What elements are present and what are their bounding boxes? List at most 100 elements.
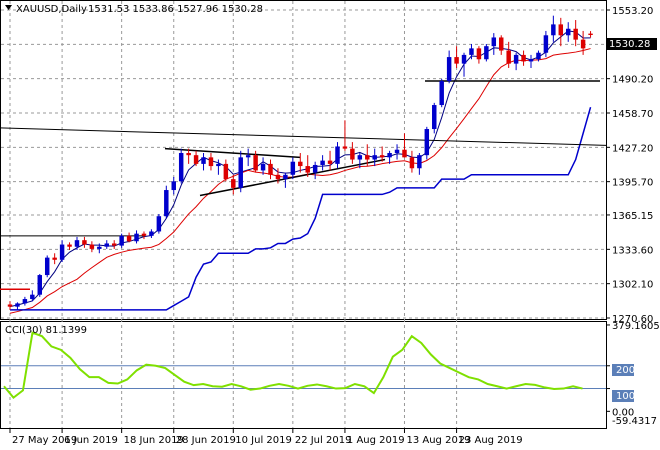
candle-body	[461, 54, 467, 64]
price-tick-label: 1395.70	[612, 178, 653, 189]
candle-body	[491, 37, 497, 47]
cci-100-badge	[612, 390, 634, 402]
candle-body	[119, 235, 124, 246]
candle-body	[565, 28, 571, 36]
candle-body	[193, 155, 199, 164]
candle-body	[67, 244, 72, 247]
candle-body	[22, 299, 28, 304]
donchian-channel-line	[10, 107, 592, 311]
cci-label: CCI(30) 81.1399	[5, 325, 87, 336]
time-tick-label: 10 Jul 2019	[235, 435, 292, 446]
candle-body	[216, 163, 221, 167]
candle-body	[298, 161, 303, 167]
candle-body	[253, 155, 258, 171]
candle-body	[141, 233, 147, 236]
cci-tick-label: 0.00	[612, 407, 634, 418]
time-tick-label: 6 Jun 2019	[64, 435, 118, 446]
candle-body	[59, 244, 65, 260]
candle-body	[454, 57, 459, 64]
candle-body	[469, 48, 474, 55]
candle-body	[580, 39, 586, 49]
triangle-upper-line	[164, 147, 301, 159]
triangle-down-icon[interactable]	[5, 5, 12, 10]
price-panel-frame	[0, 0, 607, 320]
candle-body	[342, 146, 348, 149]
candle-body	[74, 240, 80, 247]
ohlc-readout: 1531.53 1533.86 1527.96 1530.28	[88, 4, 263, 15]
candle-body	[208, 157, 214, 167]
candle-body	[178, 152, 184, 182]
candle-body	[82, 240, 87, 245]
time-tick-label: 23 Aug 2019	[459, 435, 523, 446]
candle-body	[201, 157, 206, 164]
cci-tick-label: 379.1605	[612, 321, 660, 332]
candle-body	[52, 257, 57, 260]
candle-body	[290, 161, 296, 175]
long-trendline	[0, 127, 607, 146]
symbol-timeframe-label: XAUUSD,Daily	[16, 4, 87, 15]
candle-body	[372, 155, 377, 160]
candle-body	[446, 57, 452, 82]
candle-body	[573, 28, 578, 40]
cci-indicator	[1, 331, 606, 400]
price-tick-label: 1427.20	[612, 143, 653, 154]
candle-body	[521, 54, 526, 62]
time-tick-label: 22 Jul 2019	[295, 435, 352, 446]
slow-ma-line	[9, 48, 591, 314]
candle-body	[499, 37, 504, 51]
candle-body	[476, 48, 482, 60]
candle-body	[432, 105, 437, 130]
price-axis-area	[607, 0, 660, 450]
price-tick-label: 1490.20	[612, 75, 653, 86]
time-tick-label: 27 May 2019	[12, 435, 77, 446]
candle-body	[275, 174, 281, 180]
candle-body	[588, 33, 593, 35]
candle-body	[528, 59, 534, 62]
candle-body	[409, 157, 415, 169]
candle-body	[171, 181, 176, 191]
candle-body	[283, 174, 288, 180]
candle-body	[238, 157, 243, 188]
candle-body	[335, 146, 340, 164]
candle-body	[231, 179, 236, 188]
price-tick-label: 1270.60	[612, 314, 653, 325]
candle-body	[186, 152, 191, 156]
candle-body	[44, 257, 50, 276]
candle-body	[320, 160, 325, 165]
candle-body	[268, 163, 273, 175]
candle-body	[543, 35, 549, 53]
candle-body	[558, 24, 564, 36]
cci-200-badge-label: 200	[616, 365, 635, 376]
candle-body	[156, 216, 162, 232]
candlestick-series	[7, 15, 593, 310]
indicator-lines	[0, 30, 607, 314]
candle-body	[149, 231, 154, 236]
candle-body	[134, 233, 139, 242]
candle-body	[97, 246, 102, 249]
candle-body	[551, 24, 556, 36]
candle-body	[89, 244, 95, 249]
candle-body	[111, 243, 117, 246]
time-tick-label: 28 Jun 2019	[176, 435, 236, 446]
cci-100-badge-label: 100	[616, 391, 635, 402]
candle-body	[424, 129, 430, 156]
candle-body	[394, 149, 400, 153]
chart-grid	[1, 1, 606, 428]
candle-body	[312, 164, 318, 173]
cci-200-badge	[612, 364, 634, 376]
candle-body	[402, 149, 407, 158]
time-tick-label: 13 Aug 2019	[406, 435, 470, 446]
price-tick-label: 1458.70	[612, 109, 653, 120]
time-tick-label: 18 Jun 2019	[124, 435, 184, 446]
candle-body	[536, 52, 541, 60]
candle-body	[15, 303, 20, 307]
cci-panel-frame	[0, 321, 607, 429]
candle-body	[365, 155, 370, 160]
time-tick-label: 1 Aug 2019	[347, 435, 405, 446]
cci-extra-label: -59.4317	[612, 416, 657, 427]
candle-body	[379, 155, 385, 158]
candle-body	[327, 160, 333, 164]
candle-body	[37, 275, 43, 295]
